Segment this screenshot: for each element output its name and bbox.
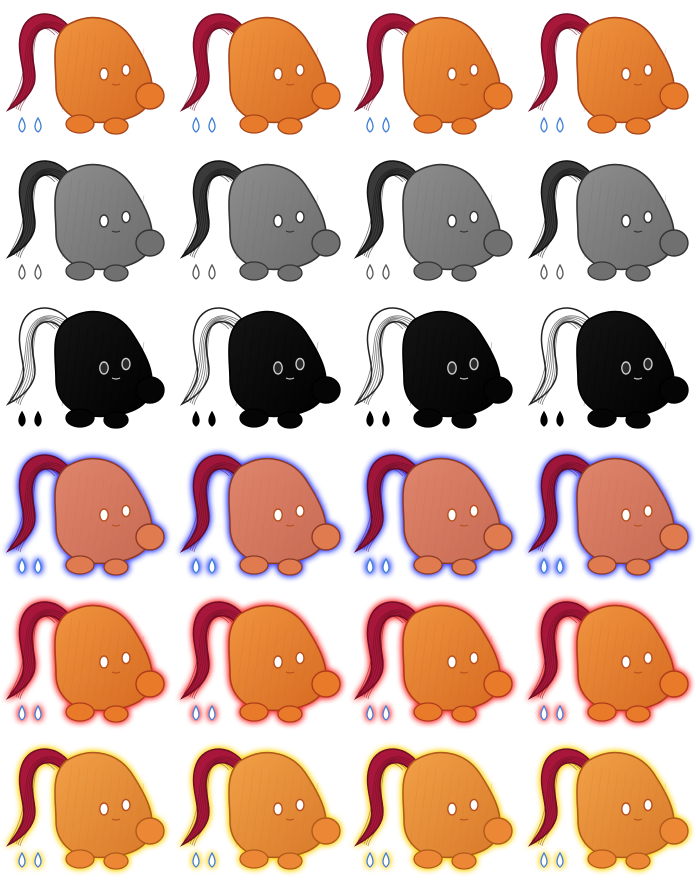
sprite-normal-2 xyxy=(174,0,348,147)
sprite-red-glow-3 xyxy=(348,588,522,735)
sprite-grayscale-3 xyxy=(348,147,522,294)
sprite-blue-glow-3 xyxy=(348,441,522,588)
sprite-grayscale-2 xyxy=(174,147,348,294)
sprite-yellow-glow-4 xyxy=(522,735,696,882)
sprite-normal-1 xyxy=(0,0,174,147)
sprite-blue-glow-1 xyxy=(0,441,174,588)
sprite-silhouette-4 xyxy=(522,294,696,441)
sprite-red-glow-4 xyxy=(522,588,696,735)
sprite-silhouette-3 xyxy=(348,294,522,441)
sprite-blue-glow-4 xyxy=(522,441,696,588)
sprite-silhouette-2 xyxy=(174,294,348,441)
sprite-normal-3 xyxy=(348,0,522,147)
sprite-yellow-glow-3 xyxy=(348,735,522,882)
sprite-blue-glow-2 xyxy=(174,441,348,588)
sprite-silhouette-1 xyxy=(0,294,174,441)
sprite-red-glow-2 xyxy=(174,588,348,735)
sprite-yellow-glow-1 xyxy=(0,735,174,882)
sprite-grayscale-1 xyxy=(0,147,174,294)
sprite-grayscale-4 xyxy=(522,147,696,294)
sprite-red-glow-1 xyxy=(0,588,174,735)
sprite-normal-4 xyxy=(522,0,696,147)
sprite-yellow-glow-2 xyxy=(174,735,348,882)
